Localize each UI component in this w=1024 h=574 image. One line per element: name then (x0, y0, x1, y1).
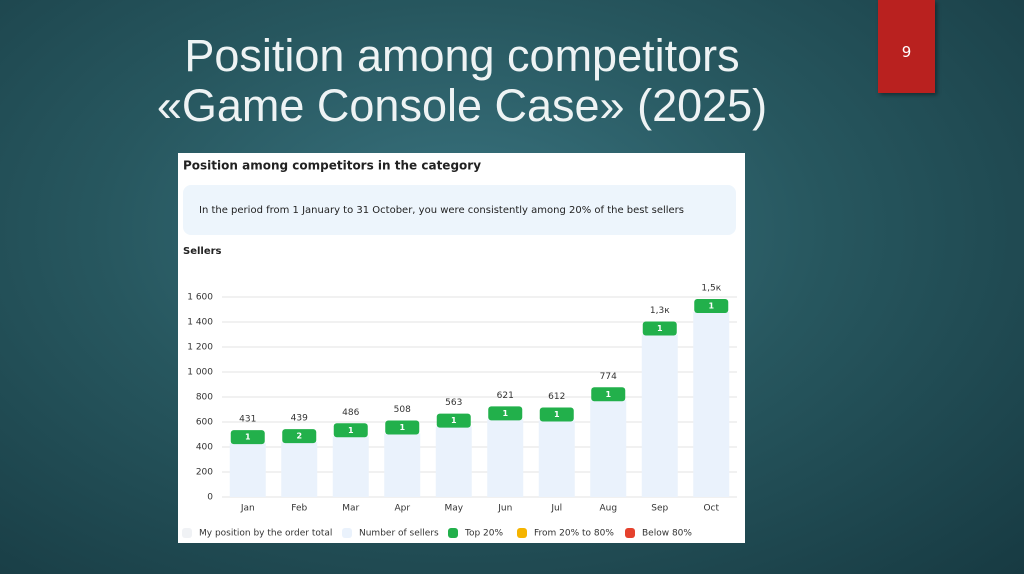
bar (641, 334, 678, 497)
bar (281, 442, 318, 497)
bar (538, 420, 575, 497)
bar (435, 426, 472, 497)
chart-subtitle: In the period from 1 January to 31 Octob… (199, 205, 684, 216)
y-tick-label: 1 400 (187, 318, 213, 328)
position-label: 1 (708, 302, 714, 311)
position-badge (642, 321, 677, 336)
position-label: 1 (657, 324, 663, 333)
y-tick-label: 1 000 (187, 368, 213, 378)
info-box (183, 185, 736, 235)
value-label: 431 (239, 415, 256, 425)
x-tick-label: Feb (291, 504, 307, 514)
position-badge (539, 407, 574, 422)
value-label: 621 (497, 391, 514, 401)
bar (693, 312, 730, 497)
value-label: 774 (600, 372, 617, 382)
slide-title: «Game Console Case» (2025) (156, 80, 768, 131)
y-axis-label: Sellers (183, 246, 222, 257)
position-badge (282, 429, 317, 444)
legend-swatch (448, 528, 458, 538)
x-tick-label: Oct (703, 504, 719, 514)
position-badge (333, 423, 368, 438)
y-tick-label: 400 (196, 443, 213, 453)
chart-title: Position among competitors in the catego… (183, 159, 481, 173)
legend-label: From 20% to 80% (534, 529, 614, 539)
x-tick-label: Aug (599, 504, 617, 514)
page-number: 9 (878, 0, 935, 93)
legend-label: Number of sellers (359, 529, 439, 539)
position-label: 1 (348, 426, 354, 435)
value-label: 1,3к (650, 306, 670, 316)
y-tick-label: 600 (196, 418, 213, 428)
chart: Position among competitors in the catego… (178, 153, 745, 543)
position-label: 1 (245, 433, 251, 442)
x-tick-label: Apr (394, 504, 410, 514)
value-label: 486 (342, 408, 359, 418)
x-tick-label: Sep (651, 504, 668, 514)
legend-label: Below 80% (642, 529, 692, 539)
x-tick-label: Jul (550, 504, 562, 514)
position-badge (385, 420, 420, 435)
position-label: 1 (399, 423, 405, 432)
legend-swatch (182, 528, 192, 538)
legend-swatch (342, 528, 352, 538)
value-label: 439 (291, 414, 308, 424)
bar (487, 419, 524, 497)
bar (590, 400, 627, 497)
bar (332, 436, 369, 497)
y-tick-label: 1 600 (187, 293, 213, 303)
position-label: 1 (605, 390, 611, 399)
y-tick-label: 200 (196, 468, 213, 478)
value-label: 508 (394, 405, 411, 415)
bar (384, 433, 421, 497)
x-tick-label: Jan (240, 504, 255, 514)
value-label: 1,5к (701, 284, 721, 294)
position-label: 2 (296, 432, 302, 441)
legend-label: Top 20% (464, 529, 504, 539)
legend-label: My position by the order total (199, 529, 332, 539)
position-badge (488, 406, 523, 421)
position-badge (591, 387, 626, 402)
position-badge (230, 430, 265, 445)
x-tick-label: Mar (342, 504, 359, 514)
legend-swatch (517, 528, 527, 538)
value-label: 612 (548, 392, 565, 402)
x-tick-label: Jun (497, 504, 512, 514)
value-label: 563 (445, 398, 462, 408)
slide-title: Position among competitors (184, 30, 740, 81)
x-tick-label: May (444, 504, 463, 514)
position-label: 1 (502, 409, 508, 418)
y-tick-label: 800 (196, 393, 213, 403)
position-badge (694, 299, 729, 313)
position-label: 1 (554, 410, 560, 419)
y-tick-label: 0 (207, 493, 213, 503)
legend-swatch (625, 528, 635, 538)
y-tick-label: 1 200 (187, 343, 213, 353)
position-label: 1 (451, 416, 457, 425)
position-badge (436, 413, 471, 428)
bar (229, 443, 266, 497)
